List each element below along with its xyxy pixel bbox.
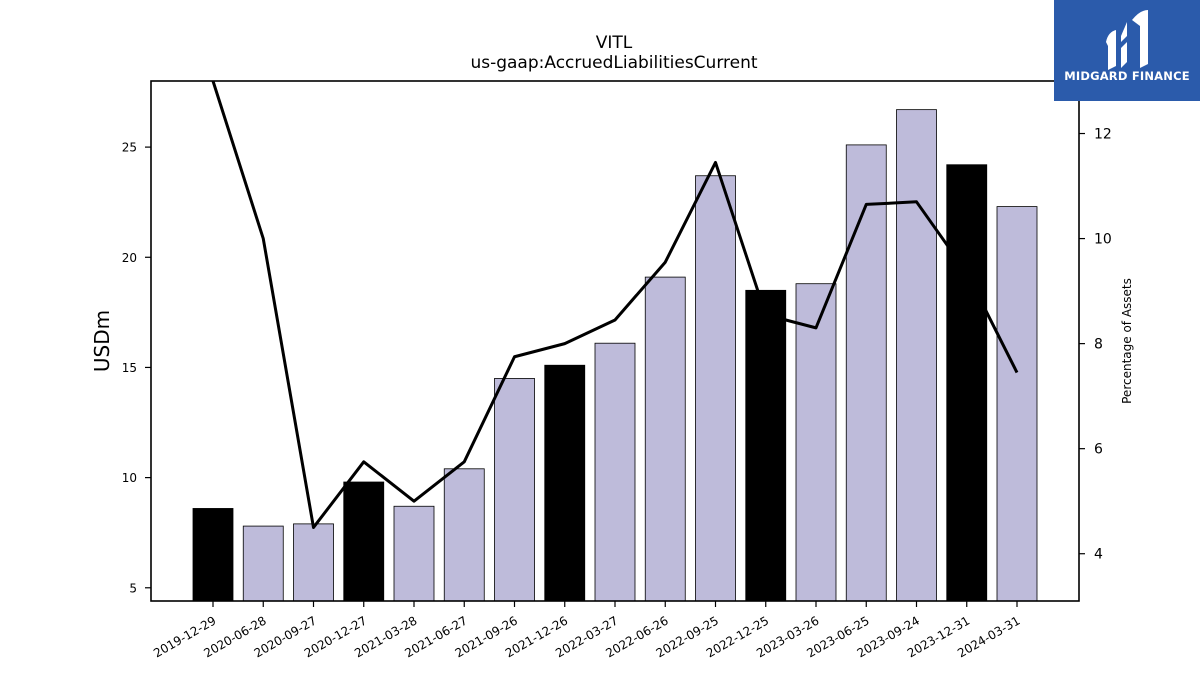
bar-2021-03-28 [393, 505, 435, 602]
bar-2023-06-25 [845, 144, 887, 602]
y2-tick-label-10: 10 [1094, 232, 1112, 248]
bar-2019-12-29 [192, 508, 234, 602]
bar-2021-09-26 [494, 378, 535, 602]
bar-2020-06-28 [242, 525, 284, 602]
logo-text: MIDGARD FINANCE [1064, 69, 1190, 83]
y2-axis-label: Percentage of Assets [1120, 278, 1134, 404]
bar-2021-12-26 [544, 364, 586, 602]
chart-subtitle: us-gaap:AccruedLiabilitiesCurrent [470, 53, 757, 73]
logo-mark-icon [1106, 10, 1148, 70]
percentage-line [211, 81, 1019, 529]
bar-2022-12-25 [745, 289, 787, 602]
y2-tick-label-4: 4 [1094, 547, 1103, 563]
y-tick-label-10: 10 [122, 471, 137, 485]
bar-2022-09-25 [695, 175, 736, 602]
bar-2020-12-27 [343, 481, 385, 602]
y-axis-label: USDm [90, 310, 114, 372]
y2-tick-label-6: 6 [1094, 442, 1103, 458]
bar-2022-06-26 [644, 276, 686, 602]
brand-logo: MIDGARD FINANCE [1054, 0, 1200, 101]
bar-2023-09-24 [896, 109, 937, 602]
bar-2024-03-31 [996, 206, 1038, 602]
y2-tick-label-8: 8 [1094, 337, 1103, 353]
y-tick-label-20: 20 [122, 251, 137, 265]
bar-2021-06-27 [443, 468, 485, 602]
line-layer [211, 81, 1019, 529]
y-tick-label-25: 25 [122, 141, 137, 155]
bar-2023-12-31 [946, 164, 988, 602]
bars-layer [192, 109, 1038, 602]
y2-tick-label-12: 12 [1094, 127, 1112, 143]
y-tick-label-5: 5 [129, 581, 137, 595]
bar-2023-03-26 [795, 283, 837, 602]
bar-2020-09-27 [293, 523, 334, 602]
bar-2022-03-27 [594, 342, 636, 602]
chart-title: VITL [596, 33, 633, 53]
y-tick-label-15: 15 [122, 361, 137, 375]
